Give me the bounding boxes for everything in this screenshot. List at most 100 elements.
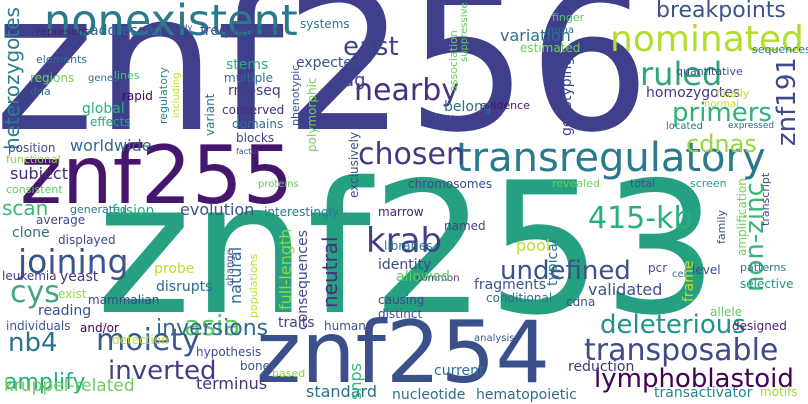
word: yeast xyxy=(60,269,99,285)
word: nominated xyxy=(610,19,804,60)
word: transregulatory xyxy=(456,135,766,181)
word: suppressive xyxy=(459,2,470,62)
word: primers xyxy=(672,98,772,128)
word: chosen xyxy=(358,137,465,172)
word: identity xyxy=(378,257,432,273)
word: undefined xyxy=(500,256,631,286)
word: expected xyxy=(296,55,361,71)
word: asia xyxy=(184,309,241,342)
word: regions xyxy=(30,71,75,85)
word: dna xyxy=(30,85,51,98)
word: cys xyxy=(10,275,60,310)
word: box xyxy=(434,111,454,124)
word: hypothesis xyxy=(196,345,262,359)
word: conditional xyxy=(486,291,553,305)
word: individuals xyxy=(6,319,71,333)
word: domains xyxy=(232,117,284,131)
word: blocks xyxy=(236,131,275,145)
word: znf254 xyxy=(256,303,551,403)
word: patterns xyxy=(740,261,787,274)
word: fragments xyxy=(474,277,547,293)
word: named xyxy=(444,219,486,233)
word: total xyxy=(630,177,656,190)
word: expressed xyxy=(728,121,775,131)
word: humans xyxy=(324,319,373,333)
word: mammalian xyxy=(88,293,160,307)
word: leukemia xyxy=(2,269,57,283)
word: systems xyxy=(300,17,350,31)
word: joining xyxy=(18,242,129,281)
word: ruled xyxy=(640,55,723,93)
word: nb4 xyxy=(8,328,58,358)
word: generated xyxy=(70,203,127,216)
word: global xyxy=(82,101,125,117)
word: phenotypic xyxy=(289,64,302,126)
word: pool xyxy=(516,236,551,255)
word: full-length xyxy=(276,228,295,310)
word: cell xyxy=(672,269,690,280)
word: association xyxy=(447,30,460,92)
word: heterozygotes xyxy=(0,7,24,150)
word: genotyping xyxy=(559,56,575,136)
word: revealed xyxy=(552,177,600,190)
word: based xyxy=(272,367,306,380)
word: screen xyxy=(690,177,727,190)
word: elements xyxy=(36,53,88,66)
word: effects xyxy=(90,115,131,129)
word: disrupts xyxy=(156,279,213,295)
word: chromosomes xyxy=(408,177,493,191)
word: designed xyxy=(732,319,787,333)
word: genes xyxy=(88,73,119,84)
word: snps xyxy=(346,363,365,400)
word: evolution xyxy=(180,200,255,219)
word: amplify xyxy=(4,370,86,395)
word: validated xyxy=(588,280,663,299)
word: polymorphic xyxy=(305,77,319,152)
word: belong xyxy=(444,99,492,115)
word: frame xyxy=(681,260,697,302)
word: and/or xyxy=(80,321,119,335)
word: transactivator xyxy=(654,385,753,401)
word: nonexistent xyxy=(44,0,298,46)
word: lymphoblastoid xyxy=(594,364,794,394)
word: stems xyxy=(226,57,269,73)
word: finger xyxy=(552,11,585,24)
word: exclusively xyxy=(347,131,361,198)
word: bone xyxy=(240,359,270,373)
word: change xyxy=(225,249,236,286)
word: hematopoietic xyxy=(476,387,577,403)
word: homozygotes xyxy=(646,85,741,101)
word: subject xyxy=(10,164,68,183)
word: detection xyxy=(112,333,169,347)
word: lines xyxy=(114,69,140,82)
word: 415-kb xyxy=(588,201,693,236)
word: tag xyxy=(336,70,366,91)
word: current xyxy=(434,363,485,379)
word: variant xyxy=(203,93,217,136)
word: populations xyxy=(247,253,260,318)
word: represent xyxy=(36,25,89,38)
word: position xyxy=(8,141,56,155)
word: east xyxy=(343,32,399,62)
word: motifs xyxy=(760,385,798,399)
word: marrow xyxy=(378,205,424,219)
word: inverted xyxy=(108,356,217,386)
word: addressed xyxy=(90,23,163,39)
word: znf255 xyxy=(20,129,294,222)
word: estimated xyxy=(520,41,581,55)
word: deleterious xyxy=(600,310,746,340)
word: breakpoints xyxy=(656,0,786,23)
word: traits xyxy=(278,315,315,331)
word: causing xyxy=(378,293,425,307)
word: family xyxy=(715,210,728,244)
word: amplification xyxy=(735,178,749,256)
word: cdna xyxy=(566,295,596,309)
word: variation xyxy=(500,26,571,45)
word: study xyxy=(170,23,193,32)
word: common xyxy=(416,273,460,284)
word: functional xyxy=(6,153,61,166)
word: pcr xyxy=(648,261,668,275)
word: rna-seq xyxy=(228,83,281,99)
word: frequencies xyxy=(200,23,282,39)
